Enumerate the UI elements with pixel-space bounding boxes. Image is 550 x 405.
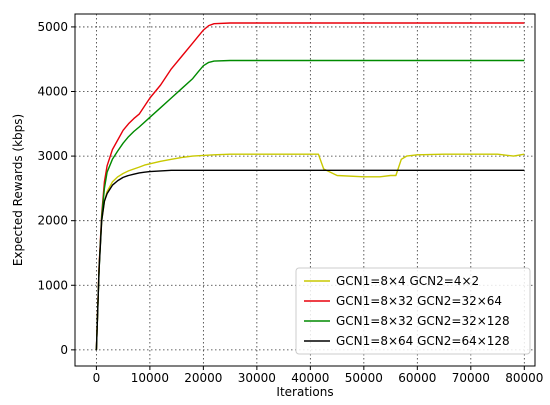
series-lines — [95, 22, 525, 350]
series-line-4 — [95, 169, 525, 350]
y-axis-label: Expected Rewards (kbps) — [11, 114, 25, 266]
x-axis-label: Iterations — [276, 385, 333, 399]
ticks: 0 10000 20000 30000 40000 50000 60000 70000 8000… — [37, 20, 543, 385]
x-tick-label: 40000 — [291, 371, 329, 385]
legend-label: GCN1=8×32 GCN2=32×64 — [336, 294, 502, 308]
x-tick-label: 20000 — [184, 371, 222, 385]
legend-box — [295, 267, 531, 355]
y-tick-label: 5000 — [37, 20, 68, 34]
x-tick-label: 10000 — [131, 371, 169, 385]
plot-frame — [74, 13, 536, 367]
legend: GCN1=8×4 GCN2=4×2 GCN1=8×32 GCN2=32×64 GCN… — [295, 267, 531, 355]
x-tick-label: 80000 — [505, 371, 543, 385]
x-tick-label: 0 — [93, 371, 101, 385]
x-tick-label: 70000 — [452, 371, 490, 385]
y-tick-label: 1000 — [37, 278, 68, 292]
series-line-3 — [95, 59, 525, 350]
x-tick-label: 60000 — [398, 371, 436, 385]
y-tick-label: 2000 — [37, 214, 68, 228]
x-tick-label: 30000 — [238, 371, 276, 385]
y-tick-label: 3000 — [37, 149, 68, 163]
legend-label: GCN1=8×64 GCN2=64×128 — [336, 334, 510, 348]
legend-label: GCN1=8×4 GCN2=4×2 — [336, 274, 479, 288]
series-line-1 — [95, 153, 525, 350]
y-tick-label: 0 — [60, 343, 68, 357]
series-line-2 — [95, 22, 525, 350]
legend-label: GCN1=8×32 GCN2=32×128 — [336, 314, 510, 328]
y-tick-label: 4000 — [37, 85, 68, 99]
x-tick-label: 50000 — [345, 371, 383, 385]
